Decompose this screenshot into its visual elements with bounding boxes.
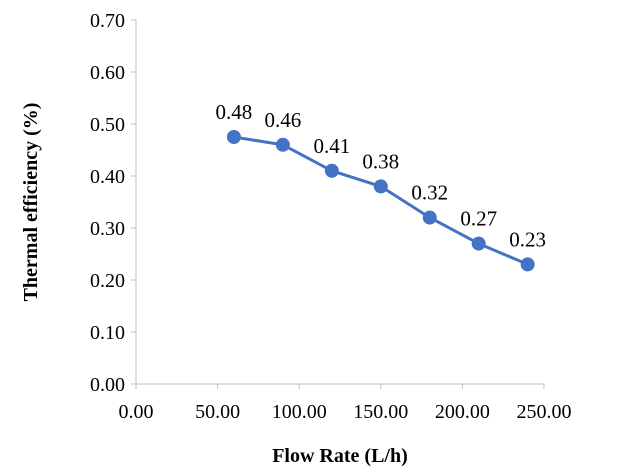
x-tick-label: 0.00: [119, 401, 154, 423]
y-tick-label: 0.50: [90, 114, 125, 136]
y-tick-label: 0.30: [90, 218, 125, 240]
data-point: [324, 163, 339, 178]
y-tick-label: 0.70: [90, 10, 125, 32]
data-label: 0.38: [362, 149, 399, 173]
data-point: [226, 130, 241, 144]
x-tick-label: 150.00: [353, 401, 408, 423]
data-label: 0.46: [265, 108, 302, 132]
y-tick-label: 0.20: [90, 270, 125, 292]
data-label: 0.32: [411, 181, 448, 205]
data-label: 0.23: [509, 227, 546, 251]
data-label: 0.41: [313, 134, 350, 158]
x-axis-ticks: 0.00 50.00 100.00 150.00 200.00 250.00: [119, 384, 572, 423]
y-tick-label: 0.40: [90, 166, 125, 188]
data-point: [373, 179, 388, 194]
axes: [135, 20, 544, 385]
data-point: [520, 257, 535, 272]
series: 0.48 0.46 0.41 0.38 0.32 0.27 0.23: [216, 100, 546, 272]
data-label: 0.48: [216, 100, 253, 124]
x-tick-label: 50.00: [195, 401, 240, 423]
y-axis-title: Thermal efficiency (%): [20, 103, 42, 302]
y-tick-label: 0.00: [90, 374, 125, 396]
data-label: 0.27: [460, 207, 497, 231]
data-point: [471, 236, 486, 251]
y-axis-ticks: 0.00 0.10 0.20 0.30 0.40 0.50 0.60 0.70: [90, 10, 136, 396]
y-tick-label: 0.10: [90, 322, 125, 344]
x-axis-title: Flow Rate (L/h): [272, 445, 408, 467]
x-tick-label: 250.00: [517, 401, 572, 423]
data-point: [275, 137, 290, 152]
x-tick-label: 100.00: [272, 401, 327, 423]
y-tick-label: 0.60: [90, 62, 125, 84]
x-tick-label: 200.00: [435, 401, 490, 423]
data-point: [422, 210, 437, 225]
